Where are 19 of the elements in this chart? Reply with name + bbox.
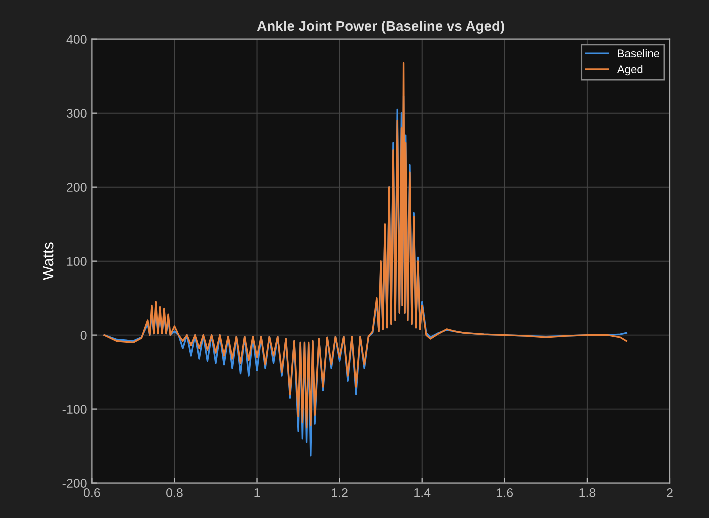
y-axis-title: Watts	[43, 242, 54, 280]
y-tick-label: 0	[80, 331, 87, 340]
x-tick-label: 1.2	[332, 488, 348, 498]
legend-label: Aged	[617, 65, 643, 76]
x-tick-label: 0.8	[166, 488, 183, 498]
x-tick-label: 1	[254, 488, 260, 498]
y-tick-label: -100	[62, 405, 87, 414]
y-tick-label: 400	[66, 35, 87, 44]
legend-label: Baseline	[618, 49, 660, 58]
y-tick-label: 200	[67, 183, 87, 192]
chart-title: Ankle Joint Power (Baseline vs Aged)	[257, 20, 504, 34]
y-tick-label: -200	[62, 479, 87, 488]
x-tick-label: 2	[667, 488, 673, 498]
y-tick-label: 300	[66, 109, 87, 118]
x-tick-label: 0.6	[84, 488, 100, 498]
x-tick-label: 1.8	[580, 488, 596, 498]
x-tick-label: 1.4	[414, 488, 431, 498]
x-tick-label: 1.6	[497, 488, 514, 498]
y-tick-label: 100	[67, 257, 87, 266]
